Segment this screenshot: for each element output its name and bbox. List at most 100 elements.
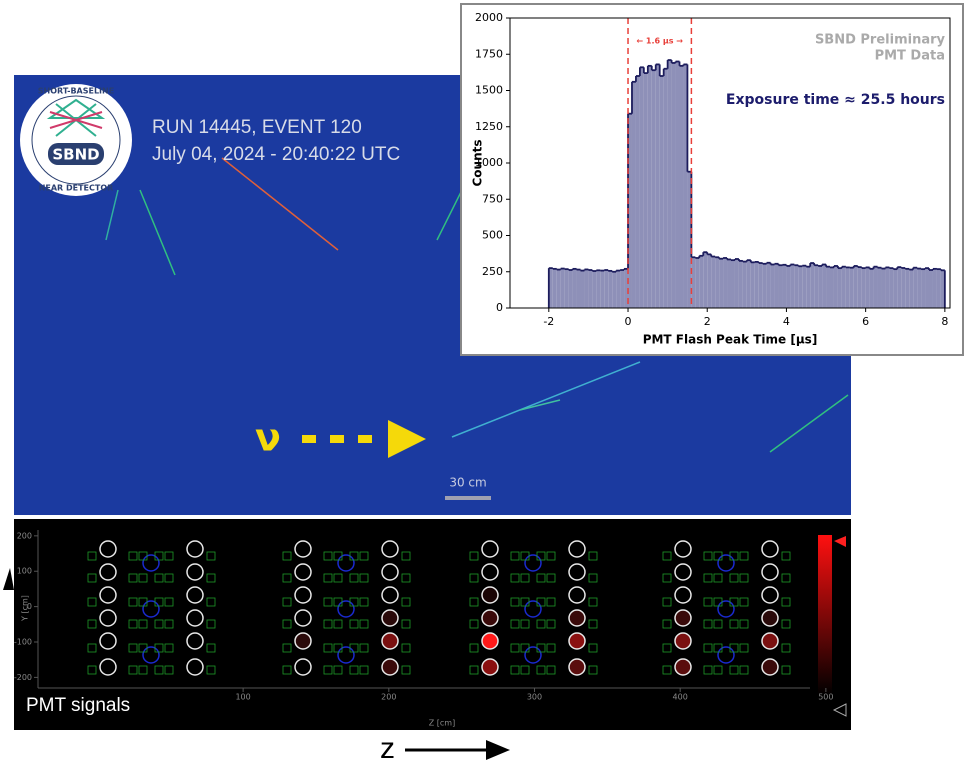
annotation: SBND Preliminary: [815, 33, 946, 48]
pmt: [762, 659, 778, 675]
histogram-bar: [850, 268, 854, 308]
pmt-x-tick-label: 500: [818, 693, 833, 702]
histogram-bar: [917, 269, 921, 308]
histogram-bar: [636, 76, 640, 308]
histogram-bar: [814, 265, 818, 308]
histogram-bar: [676, 62, 680, 309]
scale-bar: [445, 496, 491, 500]
histogram-bar: [672, 63, 676, 308]
histogram-bar: [775, 264, 779, 308]
pmt: [295, 587, 311, 603]
pmt: [569, 564, 585, 580]
figure: RUN 14445, EVENT 120 July 04, 2024 - 20:…: [0, 0, 965, 766]
pmt-y-tick-label: 0: [27, 602, 32, 611]
histogram-bar: [715, 257, 719, 308]
histogram-bar: [810, 263, 814, 308]
histogram-bar: [584, 269, 588, 308]
histogram-bar: [806, 267, 810, 308]
histogram-bar: [881, 269, 885, 308]
pmt: [482, 610, 498, 626]
pmt: [100, 541, 116, 557]
pmt-x-tick-label: 200: [381, 693, 396, 702]
histogram-bar: [870, 269, 874, 308]
histogram-bar: [573, 269, 577, 308]
histogram-bar: [561, 269, 565, 308]
pmt: [295, 541, 311, 557]
x-tick-label: 8: [941, 315, 948, 328]
pmt: [762, 610, 778, 626]
histogram-bar: [921, 269, 925, 308]
histogram-bar: [565, 269, 569, 308]
z-axis-label: z: [380, 732, 395, 765]
pmt: [187, 610, 203, 626]
y-tick-label: 500: [482, 229, 503, 242]
histogram-bar: [711, 257, 715, 308]
logo-top: SHORT-BASELINE: [38, 87, 114, 96]
pmt: [100, 610, 116, 626]
histogram-bar: [937, 269, 941, 308]
histogram-bar: [743, 262, 747, 308]
histogram-bar: [897, 267, 901, 308]
pmt: [100, 564, 116, 580]
pmt: [482, 541, 498, 557]
pmt: [675, 659, 691, 675]
histogram-bar: [664, 69, 668, 308]
histogram-bar: [822, 265, 826, 309]
pmt: [762, 587, 778, 603]
pmt-y-tick-label: -200: [14, 673, 32, 682]
histogram-bar: [707, 254, 711, 308]
histogram-bar: [925, 268, 929, 308]
pmt: [382, 564, 398, 580]
pmt: [187, 633, 203, 649]
z-arrow: [405, 740, 510, 760]
pmt: [382, 633, 398, 649]
pmt: [569, 587, 585, 603]
pmt-y-tick-label: 200: [17, 531, 32, 540]
pmt: [482, 659, 498, 675]
y-tick-label: 1250: [475, 120, 503, 133]
pmt: [569, 541, 585, 557]
pmt: [187, 564, 203, 580]
histogram-bar: [553, 269, 557, 308]
histogram-bar: [608, 271, 612, 308]
histogram-bar: [596, 270, 600, 308]
histogram-bar: [699, 256, 703, 308]
histogram-inset: ← 1.6 μs →-20246802505007501000125015001…: [461, 4, 963, 355]
histogram-bar: [889, 268, 893, 308]
histogram-bar: [719, 259, 723, 308]
histogram-bar: [794, 265, 798, 308]
histogram-bar: [878, 268, 882, 308]
pmt: [762, 633, 778, 649]
pmt: [482, 587, 498, 603]
histogram-bar: [731, 260, 735, 308]
pmt: [382, 541, 398, 557]
histogram-bar: [933, 269, 937, 308]
histogram-bar: [640, 67, 644, 308]
pmt: [762, 564, 778, 580]
histogram-bar: [782, 265, 786, 308]
histogram-bar: [909, 270, 913, 308]
histogram-bar: [695, 258, 699, 308]
pmt: [569, 633, 585, 649]
pmt-x-tick-label: 300: [527, 693, 542, 702]
pmt: [675, 587, 691, 603]
histogram-bar: [632, 82, 636, 308]
y-arrow: [3, 568, 14, 590]
pmt-label: PMT signals: [26, 695, 130, 716]
pmt: [100, 587, 116, 603]
histogram-bar: [874, 267, 878, 308]
histogram-bar: [580, 271, 584, 308]
pmt-y-tick-label: 100: [17, 567, 32, 576]
histogram-bar: [830, 267, 834, 308]
pmt: [762, 541, 778, 557]
histogram-bar: [929, 270, 933, 308]
x-axis-label: PMT Flash Peak Time [μs]: [643, 333, 818, 347]
y-tick-label: 1500: [475, 84, 503, 97]
pmt: [382, 587, 398, 603]
histogram-bar: [862, 268, 866, 308]
logo: SBND SHORT-BASELINE NEAR DETECTOR: [20, 84, 132, 196]
histogram-bar: [771, 265, 775, 309]
histogram-bar: [652, 70, 656, 308]
pmt: [675, 541, 691, 557]
